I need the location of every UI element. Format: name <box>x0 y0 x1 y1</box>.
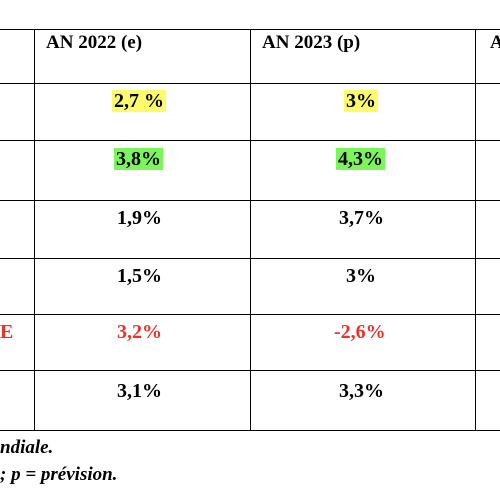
footnote-legend: ; p = prévision. <box>0 464 118 485</box>
value-2023-highlighted: 3% <box>344 90 378 112</box>
value-2022-highlighted: 2,7 % <box>112 90 166 112</box>
value-2023: 3,7% <box>339 207 384 229</box>
table-row: 3,8% <box>114 147 163 171</box>
value-2023-highlighted: 4,3% <box>336 148 385 170</box>
column-divider <box>475 29 476 431</box>
value-2022: 1,5% <box>117 265 162 287</box>
value-2022-highlighted: 3,8% <box>114 148 163 170</box>
row-label-fragment: E <box>0 321 14 343</box>
column-header-next: A <box>490 32 500 53</box>
table-row: 2,7 % <box>112 89 166 113</box>
value-2022: 3,1% <box>117 380 162 402</box>
table-row: 4,3% <box>336 147 385 171</box>
value-2023: 3,3% <box>339 380 384 402</box>
column-header-2022: AN 2022 (e) <box>46 32 143 53</box>
column-divider <box>34 29 35 431</box>
value-2022: 3,2% <box>117 321 162 343</box>
table-row: 3% <box>344 89 378 113</box>
value-2022: 1,9% <box>117 207 162 229</box>
value-2023: 3% <box>346 265 376 287</box>
column-header-2023: AN 2023 (p) <box>262 32 361 53</box>
footnote-source: ndiale. <box>0 437 54 458</box>
column-divider <box>250 29 251 431</box>
value-2023: -2,6% <box>334 321 386 343</box>
